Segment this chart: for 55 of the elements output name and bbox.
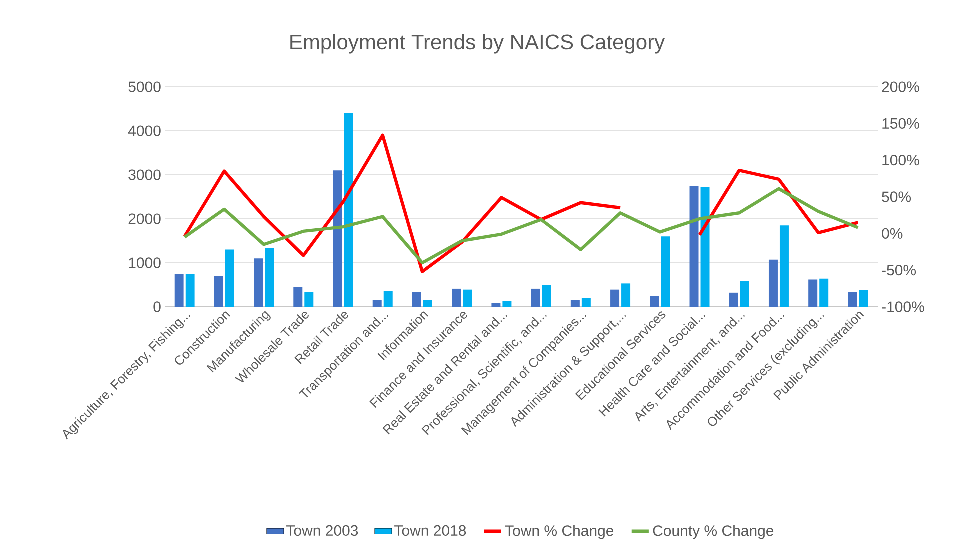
bar — [412, 292, 422, 307]
bar — [214, 276, 224, 307]
y2-tick-label: -50% — [882, 265, 916, 276]
bar — [531, 288, 540, 307]
bar — [690, 186, 699, 307]
y2-tick-label: 150% — [882, 118, 920, 129]
y2-tick-label: -100% — [882, 302, 924, 312]
bar — [492, 303, 501, 307]
bar — [186, 274, 195, 307]
bar — [661, 236, 670, 307]
bar — [333, 170, 342, 307]
bar — [372, 300, 382, 307]
bar — [452, 288, 462, 307]
bar — [384, 291, 393, 307]
bar — [265, 248, 274, 307]
bar — [848, 292, 858, 307]
legend-label: Town % Change — [505, 525, 614, 540]
bar — [174, 274, 184, 307]
y2-tick-label: 200% — [882, 82, 920, 92]
bar — [768, 260, 778, 307]
y2-tick-label: 50% — [882, 192, 912, 202]
chart-title: Employment Trends by NAICS Category — [290, 34, 666, 54]
bar — [740, 281, 750, 307]
bar — [463, 290, 472, 307]
bar — [610, 290, 620, 307]
y-tick-label: 0 — [154, 302, 161, 312]
legend-label: Town 2018 — [394, 525, 466, 536]
y-tick-label: 1000 — [129, 258, 161, 268]
bar — [859, 290, 868, 307]
line-series — [183, 187, 860, 265]
bar — [254, 258, 264, 307]
y2-tick-label: 0% — [882, 228, 903, 239]
bar — [570, 300, 580, 307]
y2-tick-label: 100% — [882, 155, 920, 166]
y-tick-label: 2000 — [128, 214, 161, 224]
bar — [700, 187, 710, 307]
bar — [542, 285, 552, 307]
legend-label: Town 2003 — [286, 525, 358, 536]
bar — [423, 300, 432, 307]
y-tick-label: 5000 — [128, 82, 161, 92]
bar — [304, 292, 314, 307]
bar — [582, 298, 591, 307]
bar — [780, 226, 789, 307]
bar — [650, 296, 660, 307]
bar — [502, 301, 512, 307]
bar — [344, 113, 354, 307]
bar — [225, 250, 234, 307]
bar — [808, 280, 818, 307]
legend-label: County % Change — [653, 525, 774, 540]
bar — [820, 278, 829, 307]
y-tick-label: 4000 — [128, 126, 161, 136]
bar — [729, 292, 738, 307]
bar — [622, 284, 631, 307]
y-tick-label: 3000 — [128, 170, 161, 180]
bar — [294, 287, 303, 307]
